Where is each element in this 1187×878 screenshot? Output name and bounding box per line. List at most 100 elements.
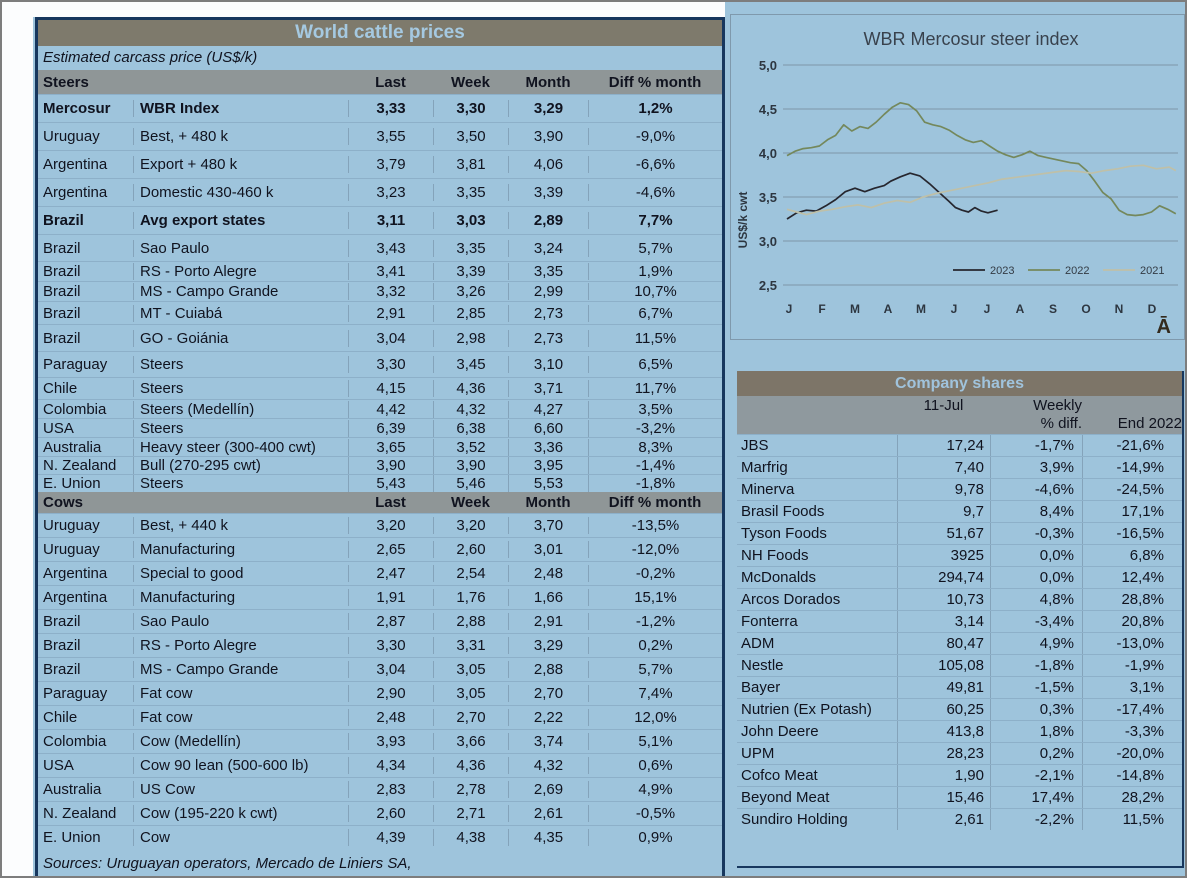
cell-diff: 8,3%: [588, 438, 722, 456]
cell-country: E. Union: [43, 829, 101, 846]
cell-end-2022: -1,9%: [1082, 655, 1182, 676]
x-tick-label: J: [786, 302, 793, 316]
cell-week: 2,78: [433, 781, 508, 798]
cell-company-name: Brasil Foods: [741, 503, 825, 520]
company-row: Cofco Meat 1,90 -2,1% -14,8%: [737, 764, 1182, 786]
table-row: USA Cow 90 lean (500-600 lb) 4,34 4,36 4,32 0…: [38, 753, 722, 777]
cell-weekly-diff: 0,3%: [990, 699, 1082, 720]
table-row: USA Steers 6,39 6,38 6,60 -3,2%: [38, 418, 722, 437]
company-shares-header: 11-Jul Weekly % diff. End 2022: [737, 396, 1182, 434]
cell-item: MS - Campo Grande: [133, 661, 348, 678]
cell-weekly-diff: -0,3%: [990, 523, 1082, 544]
cell-item: Fat cow: [133, 709, 348, 726]
cell-diff: -13,5%: [588, 517, 722, 534]
cell-end-2022: -20,0%: [1082, 743, 1182, 764]
company-row: NH Foods 3925 0,0% 6,8%: [737, 544, 1182, 566]
cell-diff: -1,8%: [588, 475, 722, 492]
cell-last: 4,42: [348, 400, 433, 418]
cell-country: Brazil: [43, 329, 81, 347]
cell-diff: 0,6%: [588, 757, 722, 774]
cell-last: 4,39: [348, 829, 433, 846]
company-row: Nestle 105,08 -1,8% -1,9%: [737, 654, 1182, 676]
table-row: Brazil Avg export states 3,11 3,03 2,89 7,7%: [38, 206, 722, 234]
cell-diff: -1,4%: [588, 457, 722, 474]
table-row: Uruguay Best, + 440 k 3,20 3,20 3,70 -13,5%: [38, 513, 722, 537]
cell-last: 3,93: [348, 733, 433, 750]
cell-diff: -9,0%: [588, 128, 722, 145]
cell-country: Chile: [43, 380, 78, 397]
table-row: Argentina Manufacturing 1,91 1,76 1,66 15,1%: [38, 585, 722, 609]
legend-label-2023: 2023: [990, 265, 1014, 277]
cell-end-2022: -14,8%: [1082, 765, 1182, 786]
cell-item: Cow 90 lean (500-600 lb): [133, 757, 348, 774]
cell-week: 4,36: [433, 757, 508, 774]
cell-diff: 1,9%: [588, 263, 722, 280]
cell-last: 3,04: [348, 661, 433, 678]
cell-weekly-diff: 3,9%: [990, 457, 1082, 478]
cell-month: 4,32: [508, 757, 588, 774]
table-row: E. Union Cow 4,39 4,38 4,35 0,9%: [38, 825, 722, 849]
cell-week: 3,31: [433, 637, 508, 654]
y-tick-label: 3,5: [759, 190, 777, 205]
company-col-weekly-l2: % diff.: [1040, 415, 1082, 432]
y-tick-label: 4,0: [759, 146, 777, 161]
cell-company-name: Fonterra: [741, 613, 798, 630]
cell-price: 80,47: [897, 633, 990, 654]
cell-item: GO - Goiánia: [133, 329, 348, 347]
cell-company-name: Minerva: [741, 481, 795, 498]
x-tick-label: M: [850, 302, 860, 316]
cell-diff: 11,7%: [588, 380, 722, 397]
cell-price: 28,23: [897, 743, 990, 764]
cell-item: RS - Porto Alegre: [133, 637, 348, 654]
cell-week: 3,03: [433, 212, 508, 229]
legend-label-2021: 2021: [1140, 265, 1164, 277]
cell-price: 3,14: [897, 611, 990, 632]
cell-price: 10,73: [897, 589, 990, 610]
cell-country: Brazil: [43, 613, 81, 630]
cell-month: 2,88: [508, 661, 588, 678]
cell-month: 2,73: [508, 329, 588, 347]
cell-country: Paraguay: [43, 685, 108, 702]
cell-last: 1,91: [348, 589, 433, 606]
table-row: Brazil Sao Paulo 3,43 3,35 3,24 5,7%: [38, 234, 722, 261]
world-prices-subtitle: Estimated carcass price (US$/k): [43, 49, 258, 66]
x-tick-label: A: [884, 302, 893, 316]
cell-country: N. Zealand: [43, 457, 117, 474]
cell-weekly-diff: -1,8%: [990, 655, 1082, 676]
cell-price: 294,74: [897, 567, 990, 588]
x-tick-label: S: [1049, 302, 1057, 316]
cell-last: 3,23: [348, 184, 433, 201]
cell-last: 5,43: [348, 475, 433, 492]
cell-country: Brazil: [43, 212, 84, 229]
column-header: Last: [375, 494, 406, 511]
x-tick-label: J: [951, 302, 958, 316]
cell-week: 2,88: [433, 613, 508, 630]
cell-week: 3,81: [433, 156, 508, 173]
cell-week: 3,26: [433, 283, 508, 300]
cell-item: Steers: [133, 475, 348, 492]
x-tick-label: J: [984, 302, 991, 316]
table-row: Argentina Special to good 2,47 2,54 2,48 -0,2…: [38, 561, 722, 585]
section-header-row: Cows Last Week Month Diff % month: [38, 492, 722, 513]
cell-weekly-diff: -2,1%: [990, 765, 1082, 786]
cell-price: 15,46: [897, 787, 990, 808]
cell-country: USA: [43, 757, 74, 774]
cell-end-2022: -24,5%: [1082, 479, 1182, 500]
cell-country: Brazil: [43, 283, 81, 300]
cell-week: 4,38: [433, 829, 508, 846]
cell-month: 2,89: [508, 212, 588, 229]
x-tick-label: N: [1115, 302, 1124, 316]
cell-company-name: Beyond Meat: [741, 789, 830, 806]
cell-diff: 11,5%: [588, 329, 722, 347]
cell-diff: 10,7%: [588, 283, 722, 300]
company-row: Fonterra 3,14 -3,4% 20,8%: [737, 610, 1182, 632]
cell-weekly-diff: 8,4%: [990, 501, 1082, 522]
cell-price: 105,08: [897, 655, 990, 676]
cell-last: 2,91: [348, 304, 433, 322]
cell-week: 3,45: [433, 356, 508, 373]
cell-item: Avg export states: [133, 212, 348, 229]
cell-weekly-diff: -1,7%: [990, 435, 1082, 456]
cell-company-name: Nutrien (Ex Potash): [741, 701, 872, 718]
left-margin: [2, 2, 33, 876]
y-tick-label: 2,5: [759, 278, 777, 293]
